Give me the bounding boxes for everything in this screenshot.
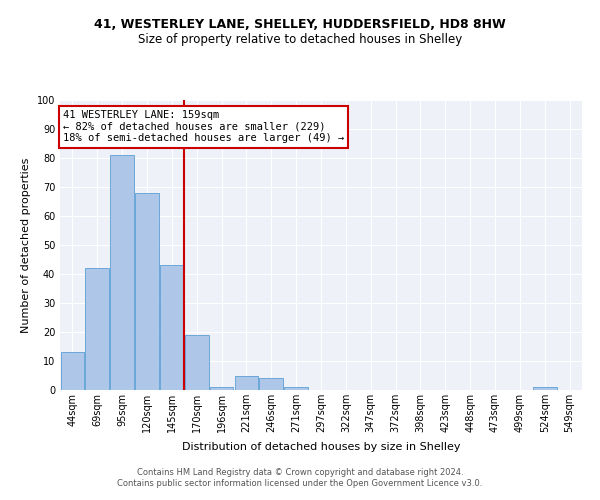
Bar [284,387,308,390]
Y-axis label: Number of detached properties: Number of detached properties [21,158,31,332]
Bar [85,268,109,390]
Text: 41, WESTERLEY LANE, SHELLEY, HUDDERSFIELD, HD8 8HW: 41, WESTERLEY LANE, SHELLEY, HUDDERSFIEL… [94,18,506,30]
Bar [135,193,159,390]
Bar [110,155,134,390]
Bar [235,376,258,390]
Text: 41 WESTERLEY LANE: 159sqm
← 82% of detached houses are smaller (229)
18% of semi: 41 WESTERLEY LANE: 159sqm ← 82% of detac… [63,110,344,144]
Bar [185,335,209,390]
Bar [61,352,84,390]
Bar [160,266,184,390]
Bar [210,387,233,390]
Text: Contains HM Land Registry data © Crown copyright and database right 2024.
Contai: Contains HM Land Registry data © Crown c… [118,468,482,487]
Bar [533,387,557,390]
Bar [259,378,283,390]
Text: Distribution of detached houses by size in Shelley: Distribution of detached houses by size … [182,442,460,452]
Text: Size of property relative to detached houses in Shelley: Size of property relative to detached ho… [138,32,462,46]
